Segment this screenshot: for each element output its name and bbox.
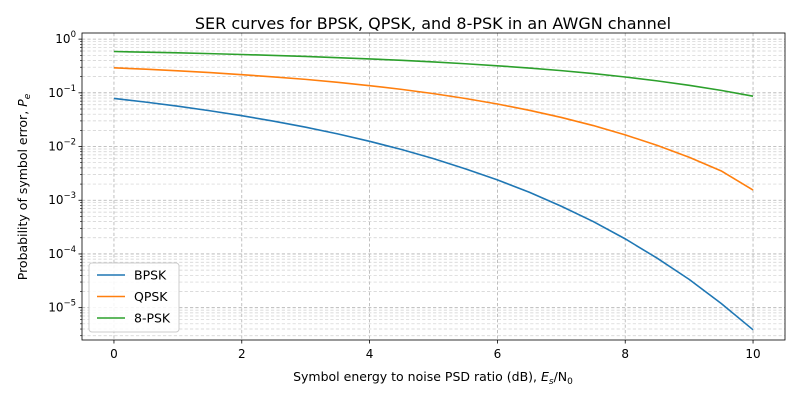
series-lines [113, 50, 754, 331]
y-tick-label: 10−3 [48, 191, 76, 207]
y-axis-label: Probability of symbol error, Pe [15, 93, 33, 280]
y-tick-label: 100 [55, 30, 76, 46]
legend: BPSK QPSK 8-PSK [88, 262, 180, 333]
x-tick-label: 10 [745, 347, 760, 361]
legend-label-8-psk: 8-PSK [134, 311, 171, 326]
x-tick-label: 8 [621, 347, 629, 361]
legend-box [88, 262, 180, 333]
y-tick-label: 10−2 [48, 138, 76, 154]
y-tick-label: 10−5 [48, 299, 76, 315]
legend-label-qpsk: QPSK [134, 289, 168, 304]
chart-title: SER curves for BPSK, QPSK, and 8-PSK in … [195, 14, 671, 33]
plot-frame [81, 32, 786, 341]
axis-ticks: 0 2 4 6 8 10 10−5 10−4 10−3 10−2 10−1 100 [48, 30, 760, 361]
y-tick-label: 10−1 [48, 84, 76, 100]
y-tick-label: 10−4 [48, 245, 76, 261]
series-line-bpsk [113, 97, 754, 331]
x-axis-label: Symbol energy to noise PSD ratio (dB), E… [293, 369, 573, 387]
legend-label-bpsk: BPSK [134, 268, 167, 283]
x-tick-label: 4 [366, 347, 374, 361]
series-line-qpsk [113, 67, 754, 191]
x-tick-label: 0 [110, 347, 118, 361]
x-tick-label: 6 [494, 347, 502, 361]
x-tick-label: 2 [238, 347, 246, 361]
grid [82, 33, 785, 340]
series-line-8-psk [113, 50, 754, 97]
